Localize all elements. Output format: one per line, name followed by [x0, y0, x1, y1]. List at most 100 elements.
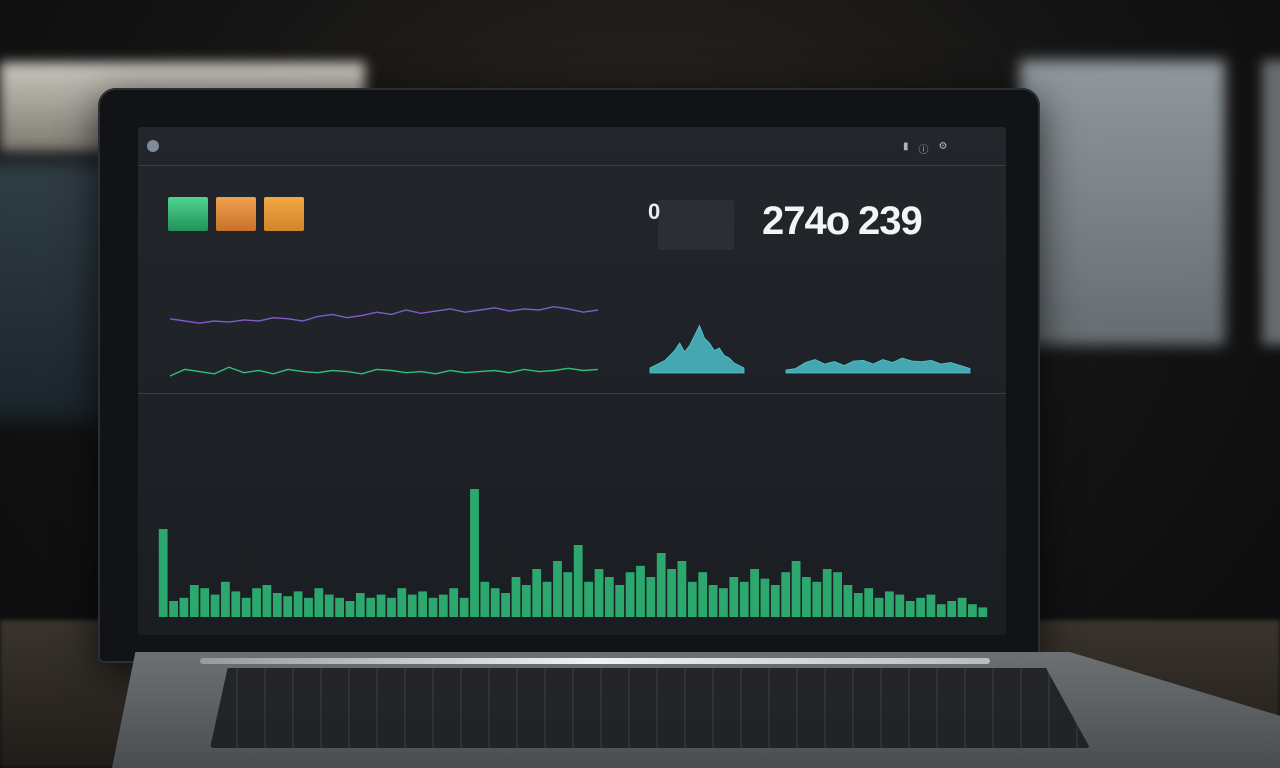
bar — [957, 597, 967, 617]
app-logo-icon[interactable] — [147, 140, 159, 152]
bar — [687, 581, 697, 617]
bar — [158, 529, 168, 617]
mini-area-chart-right — [785, 357, 971, 374]
kpi-primary-value: 274o — [762, 199, 850, 243]
bar — [760, 578, 770, 617]
hinge-highlight — [200, 658, 990, 664]
gauge-value: 0 — [648, 199, 661, 224]
bar — [470, 489, 479, 617]
keyboard — [210, 668, 1090, 748]
bar — [719, 588, 728, 617]
background-monitor-edge — [1262, 60, 1280, 345]
gauge-panel — [658, 200, 734, 250]
bar — [739, 581, 749, 617]
bar — [231, 591, 241, 617]
bar — [833, 572, 842, 617]
bar — [200, 588, 210, 617]
bar — [968, 604, 977, 617]
bar — [314, 588, 324, 617]
line-chart — [158, 305, 988, 617]
background-monitor-right — [1020, 60, 1225, 345]
bar — [210, 594, 220, 617]
bar — [573, 545, 583, 617]
bar — [864, 588, 874, 617]
bar — [625, 572, 635, 617]
line-series-0 — [169, 305, 599, 324]
bar — [221, 581, 230, 617]
bar — [604, 577, 614, 617]
bar — [822, 569, 832, 617]
bar — [428, 597, 438, 617]
top-icons: ▮ ⓘ ⚙ — [903, 141, 947, 156]
bar — [293, 591, 303, 617]
bar — [770, 585, 780, 617]
bar — [376, 594, 386, 617]
status-tile-orange-2[interactable] — [264, 197, 304, 231]
kpi-secondary-value: 239 — [858, 199, 923, 243]
bar — [542, 581, 552, 617]
bar — [532, 569, 542, 617]
bar — [438, 594, 448, 617]
bar — [947, 601, 957, 617]
bar — [304, 597, 313, 617]
app-topbar: ▮ ⓘ ⚙ — [138, 127, 1006, 166]
bar — [615, 585, 625, 617]
bar — [895, 594, 905, 617]
bookmark-icon[interactable]: ▮ — [903, 141, 909, 152]
bar — [750, 569, 759, 617]
bar — [656, 553, 666, 617]
line-series-1 — [169, 366, 599, 377]
info-icon[interactable]: ⓘ — [918, 145, 929, 156]
bar — [355, 593, 365, 617]
bar — [926, 594, 936, 617]
bar — [407, 594, 417, 617]
bar — [480, 581, 490, 617]
mini-area-chart-left — [649, 324, 745, 374]
bar — [366, 597, 376, 617]
bar — [885, 591, 894, 617]
bar — [563, 572, 573, 617]
bar — [521, 585, 531, 617]
bar — [802, 577, 811, 617]
bar — [459, 597, 469, 617]
bar — [449, 588, 459, 617]
bar — [169, 601, 178, 617]
bar — [241, 597, 251, 617]
bar — [916, 597, 925, 617]
bar — [843, 585, 853, 617]
status-tile-orange[interactable] — [216, 197, 256, 231]
bar — [262, 585, 272, 617]
bar — [677, 561, 687, 617]
bar — [553, 561, 562, 617]
bar — [324, 594, 334, 617]
bar — [252, 588, 261, 617]
status-tile-green[interactable] — [168, 197, 208, 231]
gear-icon[interactable]: ⚙ — [938, 141, 948, 152]
bar — [874, 597, 884, 617]
bar — [189, 585, 199, 617]
bar — [387, 597, 396, 617]
bar — [978, 607, 988, 617]
bar — [667, 569, 676, 617]
bar — [905, 601, 915, 617]
bar — [179, 597, 189, 617]
bar — [283, 596, 293, 617]
bar — [646, 577, 656, 617]
bar — [594, 569, 604, 617]
bar — [708, 585, 718, 617]
bar — [636, 565, 645, 617]
bar — [272, 593, 282, 617]
bar — [490, 588, 500, 617]
bar — [345, 601, 355, 617]
bar — [584, 581, 593, 617]
bar — [781, 572, 791, 617]
bar — [511, 577, 521, 617]
bar — [698, 572, 708, 617]
laptop-screen: ▮ ⓘ ⚙ 0 274o 239 — [138, 127, 1006, 635]
bar — [812, 581, 822, 617]
bar — [791, 561, 801, 617]
section-divider — [138, 393, 1006, 394]
bar — [853, 593, 863, 617]
bar — [501, 593, 510, 617]
bar — [397, 588, 407, 617]
